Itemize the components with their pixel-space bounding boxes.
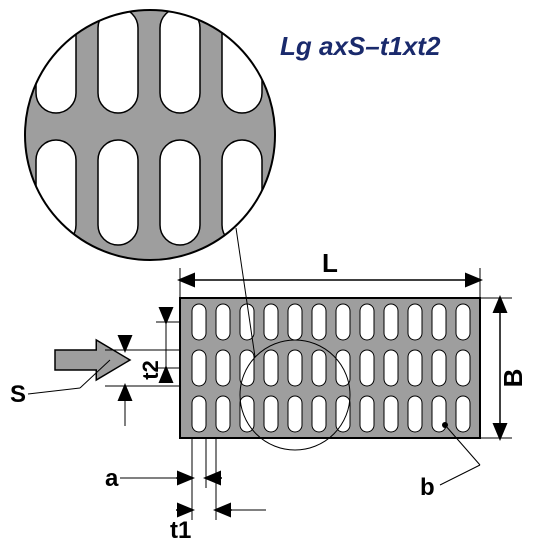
dimension-a-label: a	[105, 465, 119, 492]
detail-slot	[36, 140, 76, 245]
dimension-B-label: B	[498, 369, 528, 388]
slot	[216, 304, 230, 340]
slot	[288, 304, 302, 340]
slot	[336, 396, 350, 432]
direction-arrow-icon	[55, 340, 130, 380]
dimension-S-label: S	[10, 381, 26, 408]
slot	[408, 304, 422, 340]
slot	[192, 350, 206, 386]
diagram-title: Lg axS–t1xt2	[280, 31, 441, 61]
detail-slot	[98, 140, 138, 245]
slot	[240, 396, 254, 432]
slot	[432, 350, 446, 386]
slot	[408, 396, 422, 432]
slot	[456, 304, 470, 340]
slot	[192, 396, 206, 432]
dimension-t1-label: t1	[170, 517, 191, 544]
dimension-b-leader	[440, 465, 480, 485]
detail-slot	[222, 8, 262, 113]
slot	[384, 396, 398, 432]
slot	[288, 350, 302, 386]
slot	[384, 350, 398, 386]
detail-slot	[160, 140, 200, 245]
slot	[432, 304, 446, 340]
slot	[456, 396, 470, 432]
slot	[264, 396, 278, 432]
slot	[288, 396, 302, 432]
detail-slot	[222, 140, 262, 245]
slot	[384, 304, 398, 340]
detail-slot	[98, 8, 138, 113]
dimension-L-label: L	[322, 248, 338, 278]
detail-slot	[36, 8, 76, 113]
slot	[216, 396, 230, 432]
slot	[312, 396, 326, 432]
slot	[360, 396, 374, 432]
slot	[192, 304, 206, 340]
slot	[216, 350, 230, 386]
dimension-b-label: b	[420, 474, 435, 501]
slot	[312, 350, 326, 386]
slot	[360, 350, 374, 386]
slot	[264, 304, 278, 340]
slot	[456, 350, 470, 386]
slot	[312, 304, 326, 340]
slot	[360, 304, 374, 340]
dimension-S-leader	[28, 388, 80, 394]
slot	[408, 350, 422, 386]
slot	[336, 304, 350, 340]
slot	[264, 350, 278, 386]
dimension-t2-label: t2	[138, 360, 163, 380]
detail-slot	[160, 8, 200, 113]
